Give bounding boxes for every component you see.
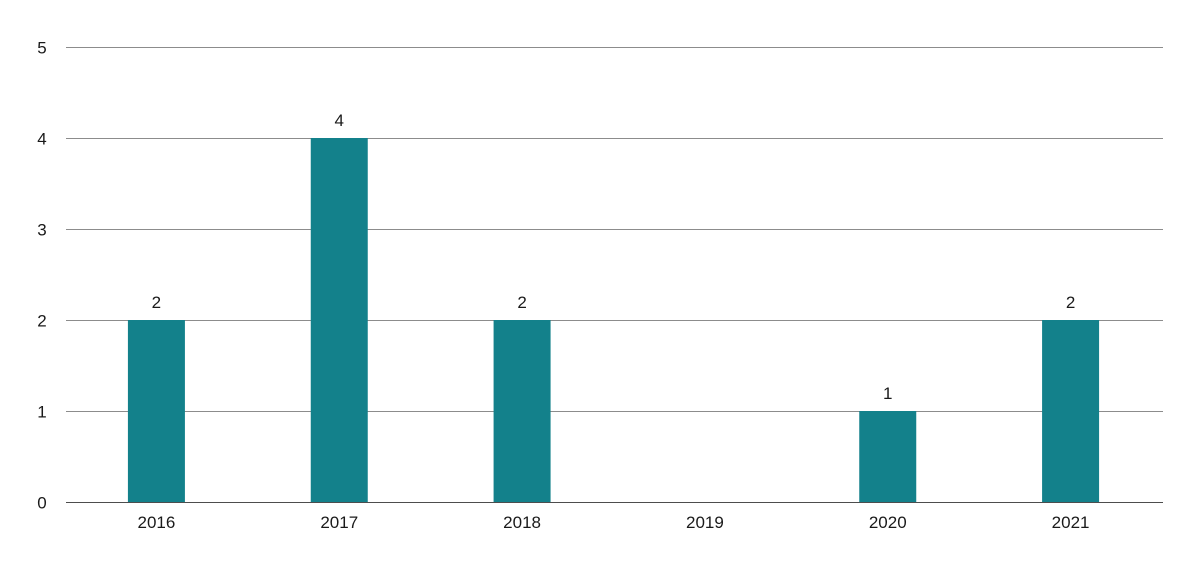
data-labels: 2 4 2 1 2 xyxy=(152,111,1076,403)
data-label-2018: 2 xyxy=(517,293,526,312)
data-label-2021: 2 xyxy=(1066,293,1075,312)
bar-2016 xyxy=(127,320,185,502)
y-tick-label-4: 4 xyxy=(37,130,46,149)
y-tick-label-1: 1 xyxy=(37,403,46,422)
data-label-2020: 1 xyxy=(883,384,892,403)
bar-2021 xyxy=(1042,320,1100,502)
y-tick-label-0: 0 xyxy=(37,494,46,513)
bar-2020 xyxy=(859,411,917,502)
bars xyxy=(127,138,1100,502)
y-tick-label-2: 2 xyxy=(37,312,46,331)
x-tick-label-2019: 2019 xyxy=(686,513,724,532)
gridlines xyxy=(66,47,1163,503)
data-label-2017: 4 xyxy=(335,111,344,130)
x-axis-ticks: 2016 2017 2018 2019 2020 2021 xyxy=(138,513,1090,532)
x-tick-label-2020: 2020 xyxy=(869,513,907,532)
y-axis-ticks: 0 1 2 3 4 5 xyxy=(37,39,46,513)
x-tick-label-2021: 2021 xyxy=(1052,513,1090,532)
y-tick-label-5: 5 xyxy=(37,39,46,58)
data-label-2016: 2 xyxy=(152,293,161,312)
bar-2017 xyxy=(310,138,368,502)
x-tick-label-2016: 2016 xyxy=(138,513,176,532)
bar-2018 xyxy=(493,320,551,502)
x-tick-label-2017: 2017 xyxy=(320,513,358,532)
x-tick-label-2018: 2018 xyxy=(503,513,541,532)
y-tick-label-3: 3 xyxy=(37,221,46,240)
